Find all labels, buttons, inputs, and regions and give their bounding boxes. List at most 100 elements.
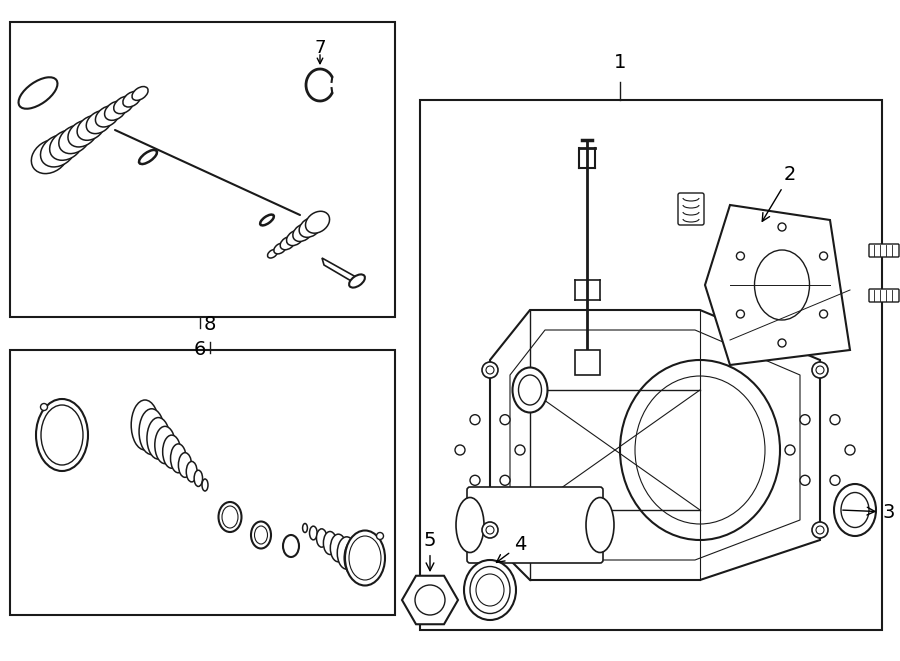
Ellipse shape <box>299 217 321 237</box>
Ellipse shape <box>222 506 238 528</box>
Bar <box>10 350 395 615</box>
Ellipse shape <box>19 77 58 109</box>
Ellipse shape <box>286 231 303 246</box>
Ellipse shape <box>302 524 308 533</box>
Circle shape <box>500 475 510 485</box>
Circle shape <box>845 445 855 455</box>
Ellipse shape <box>345 531 385 586</box>
Ellipse shape <box>155 426 176 463</box>
Ellipse shape <box>40 135 76 167</box>
Circle shape <box>778 223 786 231</box>
Circle shape <box>812 362 828 378</box>
Circle shape <box>785 445 795 455</box>
Ellipse shape <box>147 418 170 459</box>
Ellipse shape <box>255 526 267 544</box>
Ellipse shape <box>86 110 112 134</box>
Circle shape <box>800 414 810 424</box>
Polygon shape <box>575 350 600 375</box>
Ellipse shape <box>77 116 104 140</box>
Circle shape <box>830 414 840 424</box>
Circle shape <box>812 522 828 538</box>
Text: 7: 7 <box>314 39 326 57</box>
Ellipse shape <box>456 498 484 553</box>
Ellipse shape <box>219 502 241 532</box>
Ellipse shape <box>274 243 286 254</box>
Ellipse shape <box>260 215 274 225</box>
Ellipse shape <box>186 461 197 482</box>
Ellipse shape <box>113 97 133 114</box>
Ellipse shape <box>267 249 277 258</box>
Circle shape <box>800 475 810 485</box>
Circle shape <box>470 414 480 424</box>
Ellipse shape <box>104 101 126 120</box>
FancyBboxPatch shape <box>467 487 603 563</box>
Ellipse shape <box>620 360 780 540</box>
Ellipse shape <box>310 526 317 540</box>
Circle shape <box>415 585 445 615</box>
Text: 8: 8 <box>203 315 216 334</box>
Circle shape <box>778 339 786 347</box>
Polygon shape <box>322 258 358 285</box>
Ellipse shape <box>518 375 542 405</box>
Ellipse shape <box>50 130 83 160</box>
Circle shape <box>486 366 494 374</box>
Circle shape <box>736 310 744 318</box>
Ellipse shape <box>317 529 327 547</box>
Ellipse shape <box>834 484 876 536</box>
FancyBboxPatch shape <box>869 244 899 257</box>
Ellipse shape <box>139 150 157 164</box>
Ellipse shape <box>68 120 97 147</box>
Ellipse shape <box>349 274 364 288</box>
Circle shape <box>830 475 840 485</box>
Circle shape <box>820 310 828 318</box>
Ellipse shape <box>95 106 119 127</box>
Circle shape <box>470 475 480 485</box>
Text: 1: 1 <box>614 53 626 72</box>
Text: 6: 6 <box>194 340 206 359</box>
Ellipse shape <box>40 403 48 410</box>
Circle shape <box>500 414 510 424</box>
Ellipse shape <box>635 376 765 524</box>
Circle shape <box>482 522 498 538</box>
Ellipse shape <box>132 87 148 100</box>
Ellipse shape <box>140 408 165 455</box>
Ellipse shape <box>330 534 346 562</box>
Text: 4: 4 <box>497 535 526 563</box>
Ellipse shape <box>178 453 192 477</box>
Ellipse shape <box>251 522 271 549</box>
Text: 2: 2 <box>762 165 796 221</box>
Ellipse shape <box>476 574 504 606</box>
Ellipse shape <box>323 531 337 555</box>
Ellipse shape <box>170 444 186 473</box>
Bar <box>10 22 395 317</box>
Ellipse shape <box>36 399 88 471</box>
Ellipse shape <box>194 470 202 486</box>
Ellipse shape <box>344 539 365 576</box>
Circle shape <box>482 362 498 378</box>
Text: 3: 3 <box>842 502 895 522</box>
Circle shape <box>515 445 525 455</box>
Ellipse shape <box>163 435 181 468</box>
Circle shape <box>820 252 828 260</box>
Ellipse shape <box>280 237 295 250</box>
Ellipse shape <box>464 560 516 620</box>
Polygon shape <box>510 330 800 560</box>
Circle shape <box>816 366 824 374</box>
Ellipse shape <box>349 536 381 580</box>
Circle shape <box>486 526 494 534</box>
Ellipse shape <box>58 125 90 153</box>
Ellipse shape <box>131 400 158 450</box>
FancyBboxPatch shape <box>678 193 704 225</box>
Ellipse shape <box>338 537 356 569</box>
Ellipse shape <box>754 250 809 320</box>
Ellipse shape <box>841 492 869 527</box>
Polygon shape <box>490 310 820 580</box>
Circle shape <box>736 252 744 260</box>
Ellipse shape <box>376 533 383 539</box>
Bar <box>420 100 882 630</box>
FancyBboxPatch shape <box>869 289 899 302</box>
Ellipse shape <box>512 368 547 412</box>
Circle shape <box>816 526 824 534</box>
Text: 5: 5 <box>424 531 436 570</box>
Polygon shape <box>705 205 850 365</box>
